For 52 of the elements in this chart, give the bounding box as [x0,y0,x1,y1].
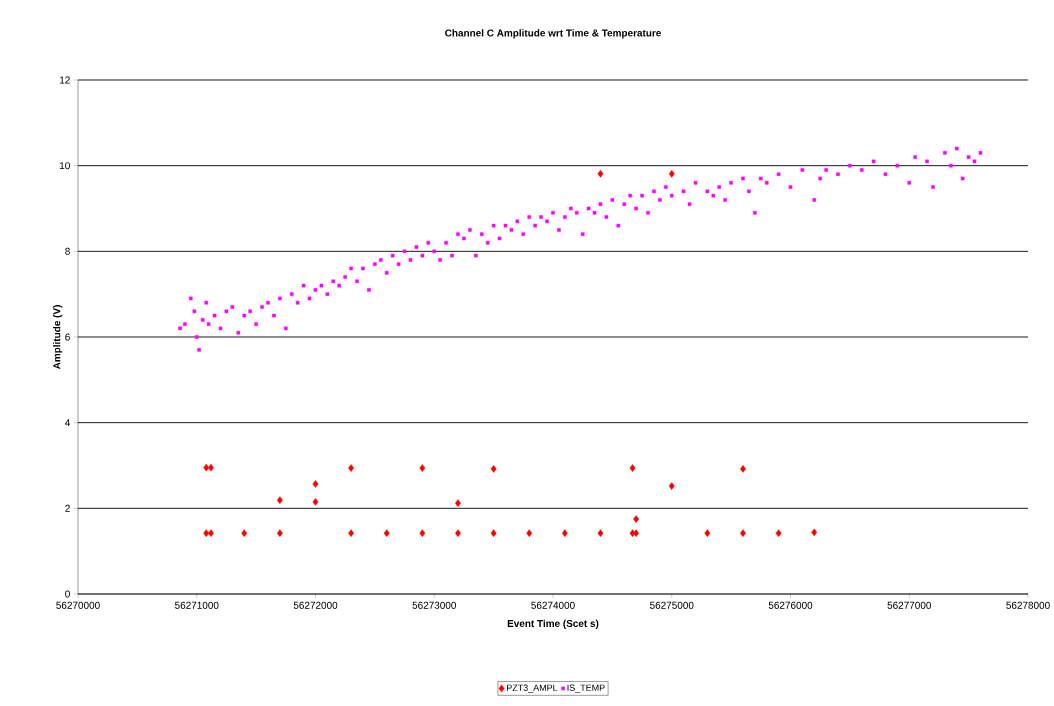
x-tick-label: 56271000 [175,601,219,609]
point [740,465,746,473]
point [455,499,461,507]
x-tick-label: 56272000 [293,601,338,609]
legend-label: PZT3_AMPL [507,684,558,693]
point [312,480,319,488]
point [348,529,355,537]
legend-label: IS_TEMP [567,684,605,693]
x-tick-label: 56274000 [531,601,575,609]
point [455,529,461,537]
point [526,529,533,537]
point [490,465,497,473]
point [241,529,248,537]
point [775,529,782,537]
point [208,529,214,537]
point [704,529,711,537]
point [633,529,640,537]
y-tick-label: 12 [60,76,70,84]
point [419,464,426,472]
x-tick-label: 56275000 [649,601,694,609]
y-tick-label: 4 [65,419,71,427]
y-tick-label: 8 [65,247,70,255]
x-tick-label: 56273000 [412,601,457,609]
point [419,529,426,537]
point [203,463,210,472]
y-tick-label: 0 [65,590,70,598]
point [668,170,675,178]
y-axis-title: Amplitude (V) [53,305,63,370]
x-tick-label: 56270000 [56,601,100,609]
point [276,529,283,537]
point [383,529,390,537]
point [740,529,746,537]
point [490,529,497,537]
point [633,515,640,523]
point [348,464,355,472]
x-tick-label: 56277000 [887,601,932,609]
point [312,498,319,506]
point [276,496,283,504]
point [811,528,818,537]
x-axis-title: Event Time (Scet s) [507,619,599,629]
x-tick-label: 56278000 [1006,601,1050,609]
y-tick-label: 6 [65,333,70,341]
point [668,482,675,490]
chart-title: Channel C Amplitude wrt Time & Temperature [445,29,661,39]
y-tick-label: 10 [60,162,70,170]
point [561,529,568,537]
x-tick-label: 56276000 [768,601,813,609]
y-tick-label: 2 [65,504,70,512]
point [203,529,210,537]
point [597,170,604,178]
point [629,464,636,472]
point [597,529,604,537]
